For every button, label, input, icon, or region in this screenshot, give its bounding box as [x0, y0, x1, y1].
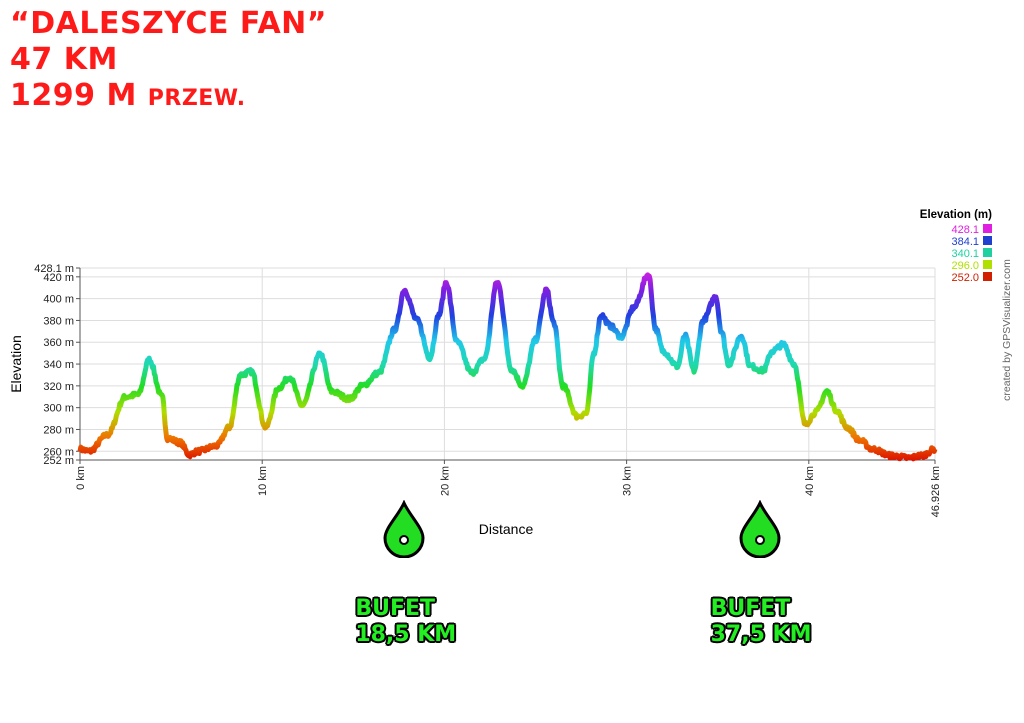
x-axis-label: Distance: [479, 521, 534, 537]
legend-entry-label: 296.0: [951, 260, 979, 272]
x-tick-label: 0 km: [75, 466, 87, 490]
x-tick-label: 10 km: [257, 466, 269, 496]
water-drop-icon: [383, 500, 425, 558]
route-distance: 47 KM: [10, 42, 118, 77]
legend-entry-label: 384.1: [951, 236, 979, 248]
feed-station-label: BUFET 37,5 KM: [711, 596, 812, 648]
y-tick-label: 340 m: [43, 359, 74, 371]
legend-swatch: [983, 248, 992, 257]
y-tick-label: 300 m: [43, 403, 74, 415]
feed-station-distance: 37,5 KM: [710, 622, 812, 647]
legend-swatch: [983, 236, 992, 245]
route-ascent-value: 1299 M: [10, 78, 137, 113]
water-drop-icon: [739, 500, 781, 558]
legend-entry-label: 340.1: [951, 248, 979, 260]
x-tick-label: 40 km: [804, 466, 816, 496]
legend-entry-label: 252.0: [951, 272, 979, 284]
route-ascent: 1299 M PRZEW.: [10, 78, 327, 117]
elevation-series: [77, 272, 938, 462]
y-tick-label: 320 m: [43, 381, 74, 393]
route-ascent-suffix: PRZEW.: [147, 86, 246, 111]
y-tick-label: 260 m: [43, 446, 74, 458]
y-tick-label: 252 m: [43, 455, 74, 467]
legend-entry-label: 428.1: [951, 224, 979, 236]
x-tick-label: 20 km: [439, 466, 451, 496]
x-tick-label: 30 km: [622, 466, 634, 496]
feed-station-distance: 18,5 KM: [355, 622, 457, 647]
y-tick-label: 420 m: [43, 272, 74, 284]
feed-station-title: BUFET: [355, 596, 436, 621]
y-tick-label: 380 m: [43, 315, 74, 327]
y-tick-label: 428.1 m: [34, 263, 74, 275]
legend-swatch: [983, 260, 992, 269]
feed-station-label: BUFET 18,5 KM: [355, 596, 456, 648]
legend-swatch: [983, 272, 992, 281]
y-axis-label: Elevation: [8, 335, 24, 393]
route-headline: “DALESZYCE FAN” 47 KM 1299 M PRZEW.: [10, 6, 327, 117]
elevation-profile-line: [77, 272, 938, 462]
credit-text: created by GPSVisualizer.com: [1001, 259, 1013, 401]
route-name: “DALESZYCE FAN”: [10, 6, 328, 41]
y-tick-label: 280 m: [43, 424, 74, 436]
y-tick-label: 360 m: [43, 337, 74, 349]
legend-swatch: [983, 224, 992, 233]
y-tick-label: 400 m: [43, 294, 74, 306]
legend-title: Elevation (m): [920, 209, 992, 221]
x-tick-label: 46.926 km: [930, 466, 942, 517]
feed-station-title: BUFET: [710, 596, 791, 621]
